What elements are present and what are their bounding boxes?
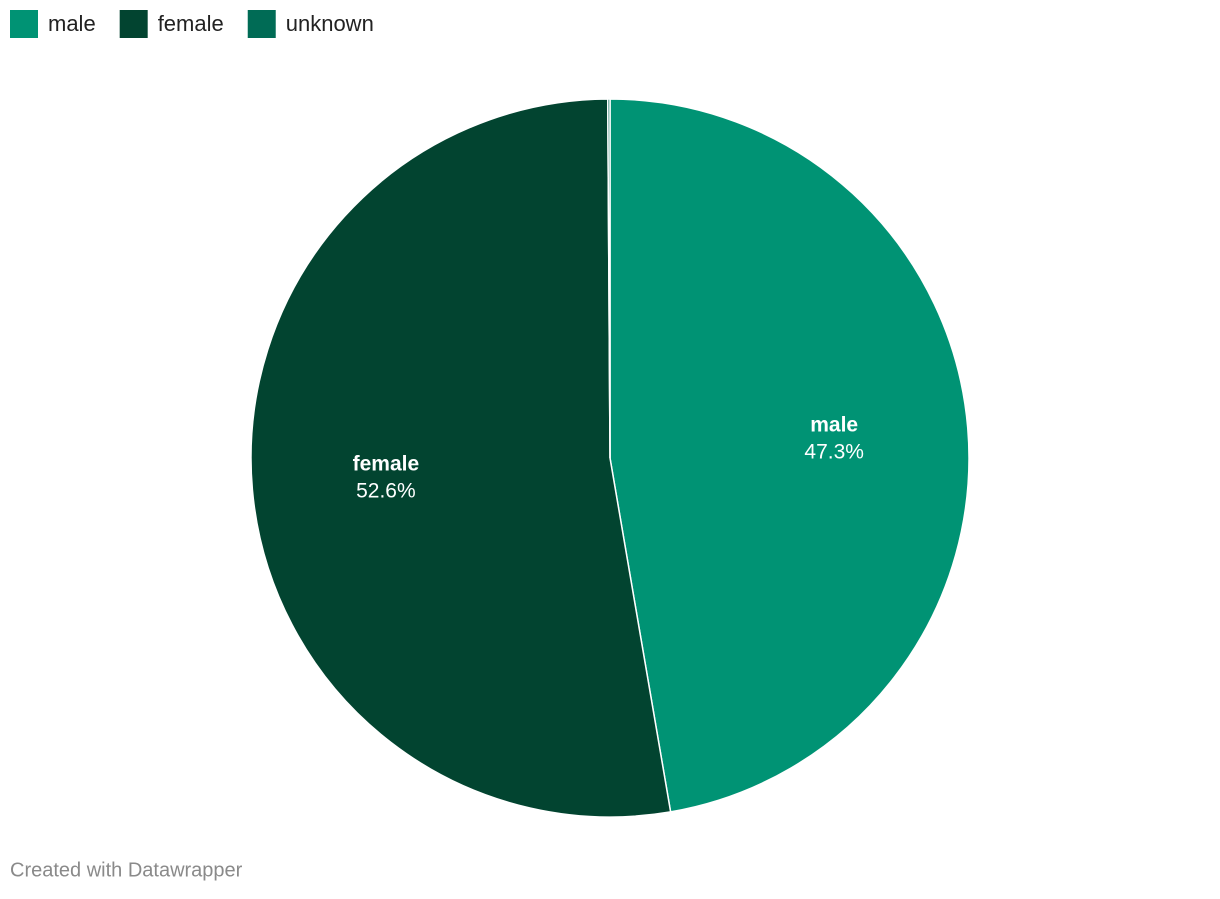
legend-swatch: [247, 10, 276, 38]
slice-value: 52.6%: [356, 479, 416, 502]
pie-slice: [250, 98, 672, 818]
slice-name: male: [810, 413, 858, 436]
legend-label: female: [158, 11, 224, 36]
slice-name: female: [353, 452, 420, 475]
pie-slice: [606, 98, 611, 459]
legend-label: male: [48, 11, 96, 36]
legend-swatch: [10, 10, 38, 38]
footer: Created with Datawrapper: [10, 859, 243, 881]
pie-slice: [609, 98, 970, 813]
legend-label: unknown: [286, 11, 374, 36]
slice-value: 47.3%: [804, 440, 864, 463]
legend-swatch: [119, 10, 148, 38]
